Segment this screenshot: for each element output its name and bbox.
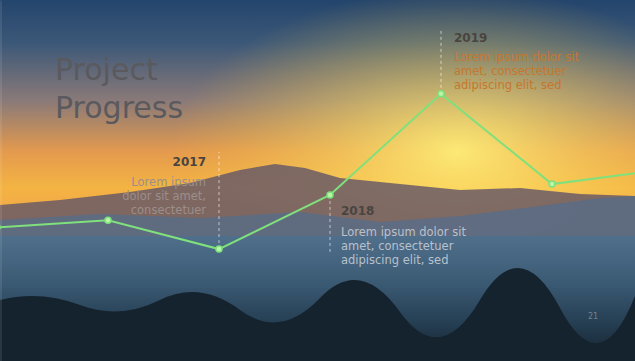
guide-line: [441, 28, 442, 94]
title-line: Progress: [55, 90, 183, 125]
point: [105, 217, 111, 223]
point: [216, 246, 222, 252]
annotation-heading: 2017: [173, 155, 206, 169]
annotation-text: Lorem ipsum dolor sit: [341, 225, 466, 239]
annotation-text: consectetuer: [131, 203, 206, 217]
annotation-text: Lorem ipsum: [131, 175, 206, 189]
annotation-heading: 2019: [454, 31, 487, 45]
guide-line: [219, 152, 220, 249]
point: [327, 192, 333, 198]
valley: [0, 236, 635, 361]
annotation-heading: 2018: [341, 204, 374, 218]
annotation-text: amet, consectetuer: [341, 239, 454, 253]
annotation-text: adipiscing elit, sed: [341, 253, 448, 267]
point: [549, 181, 555, 187]
y-axis: [1, 1, 2, 361]
plot-area: [0, 91, 635, 252]
sun-glow: [0, 0, 635, 361]
sky: [0, 0, 635, 361]
point: [438, 91, 444, 97]
annotation-text: dolor sit amet,: [122, 189, 206, 203]
axis-line: [1, 1, 2, 361]
trees: [0, 268, 635, 361]
title: ProjectProgress: [55, 52, 183, 125]
guide-line: [330, 195, 331, 252]
background: [0, 0, 635, 361]
annotation-text: adipiscing elit, sed: [454, 78, 561, 92]
title-line: Project: [55, 52, 158, 87]
annotations: 2017 Lorem ipsumdolor sit amet,consectetu…: [122, 28, 579, 267]
annotation-text: amet, consectetuer: [454, 64, 567, 78]
page-number: 21: [588, 312, 598, 321]
chart: 2017 Lorem ipsumdolor sit amet,consectetu…: [0, 0, 635, 361]
annotation-text: Lorem ipsum dolor sit: [454, 50, 579, 64]
